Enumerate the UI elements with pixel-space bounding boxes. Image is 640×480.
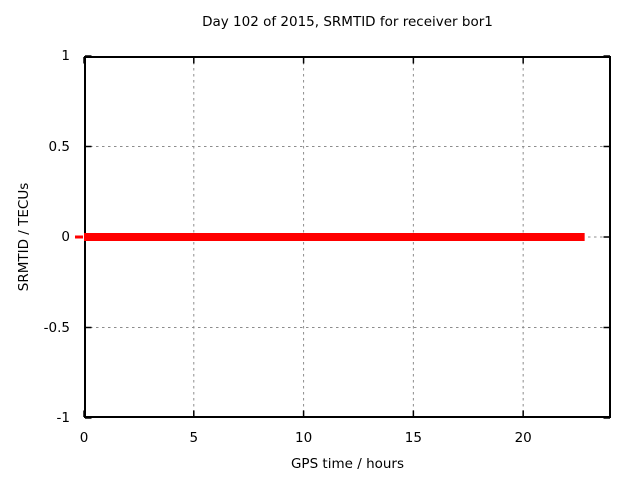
y-tick-label: -1 bbox=[56, 410, 70, 426]
x-tick-label: 10 bbox=[294, 430, 313, 446]
x-tick-label: 15 bbox=[404, 430, 422, 446]
x-tick-label: 5 bbox=[189, 430, 199, 446]
y-tick-label: -0.5 bbox=[43, 319, 70, 336]
y-tick-label: 0 bbox=[61, 229, 70, 245]
plot-area bbox=[75, 55, 611, 419]
y-tick-label: 0.5 bbox=[48, 138, 70, 155]
chart-title: Day 102 of 2015, SRMTID for receiver bor… bbox=[202, 14, 493, 30]
plot-svg bbox=[75, 55, 611, 419]
x-tick-label: 0 bbox=[79, 430, 89, 446]
x-axis-label: GPS time / hours bbox=[290, 456, 405, 472]
x-tick-label: 20 bbox=[514, 430, 532, 446]
y-tick-label: 1 bbox=[61, 48, 70, 64]
